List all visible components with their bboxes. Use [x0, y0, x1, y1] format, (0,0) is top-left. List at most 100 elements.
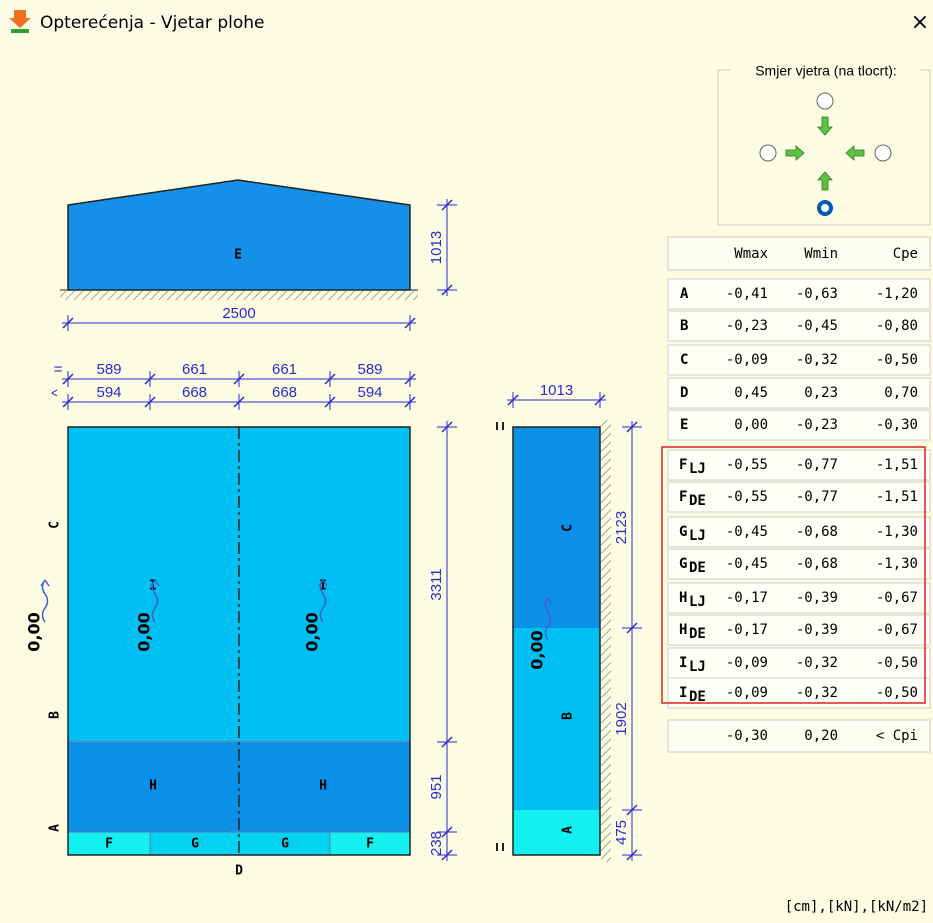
dim-tick: [324, 396, 336, 408]
table-cell: -0,63: [796, 286, 838, 302]
table-cell: -0,17: [726, 622, 768, 638]
cpi-cell: < Cpi: [876, 728, 918, 744]
row-subscript: DE: [689, 560, 706, 576]
table-cell: 0,45: [734, 385, 768, 401]
table-cell: -0,09: [726, 685, 768, 701]
row-subscript: LJ: [689, 659, 706, 675]
load-value: 0,00: [528, 630, 547, 669]
table-cell: -0,50: [876, 685, 918, 701]
table-cell: 0,70: [884, 385, 918, 401]
section-hatch: [601, 420, 611, 862]
row-letter: A: [680, 286, 689, 302]
dim-label: 2500: [222, 305, 255, 322]
row-letter: H: [679, 622, 687, 638]
table-cell: -0,32: [796, 685, 838, 701]
table-cell: -1,51: [876, 457, 918, 473]
table-row: [667, 377, 931, 409]
table-cell: -0,23: [796, 417, 838, 433]
dim-label: 1013: [540, 382, 573, 399]
row-subscript: LJ: [689, 594, 706, 610]
table-cell: -0,77: [796, 489, 838, 505]
table-row: [667, 278, 931, 310]
dim-tick: [441, 199, 453, 211]
wind-arrow: [543, 597, 553, 641]
table-cell: -0,50: [876, 655, 918, 671]
table-row: [667, 344, 931, 376]
radio-west[interactable]: [759, 144, 777, 162]
zone-label: F: [366, 837, 374, 852]
dim-tick: [144, 396, 156, 408]
dim-label: 594: [96, 384, 121, 401]
wind-arrows: [785, 116, 865, 191]
app-icon: [9, 10, 31, 28]
table-cell: -0,17: [726, 590, 768, 606]
table-cell: -0,68: [796, 556, 838, 572]
dim-tick: [626, 421, 638, 433]
zone-label: G: [191, 837, 199, 852]
row-subscript: LJ: [689, 528, 706, 544]
table-cell: -0,55: [726, 457, 768, 473]
table-row: [667, 449, 931, 481]
dim-label: 661: [272, 361, 297, 378]
dim-label: 238: [428, 831, 445, 856]
dim-tick: [441, 284, 453, 296]
row-subscript: DE: [689, 493, 706, 509]
title-bar: [0, 0, 933, 44]
dim-label: 589: [96, 361, 121, 378]
group-label-bg: [730, 64, 920, 78]
table-cell: -1,30: [876, 556, 918, 572]
dim-label: 668: [182, 384, 207, 401]
section-zone-a: [513, 810, 600, 855]
load-value: 0,00: [303, 612, 322, 651]
dim-tick: [62, 373, 74, 385]
row-letter: E: [680, 417, 688, 433]
close-button[interactable]: ×: [911, 10, 929, 35]
load-value: 0,00: [135, 612, 154, 651]
side-label: D: [235, 864, 243, 879]
wind-arrow: [40, 579, 50, 623]
dim-mark: ^: [49, 389, 66, 396]
row-letter: F: [679, 457, 687, 473]
dim-tick: [594, 394, 606, 406]
cpi-cell: 0,20: [804, 728, 838, 744]
dim-label: 3311: [428, 568, 445, 600]
radio-south[interactable]: [817, 200, 833, 216]
section-zone-b: [513, 628, 600, 810]
side-label: C: [48, 521, 63, 529]
radio-north[interactable]: [816, 92, 834, 110]
dim-label: 594: [357, 384, 382, 401]
dim-tick: [441, 421, 453, 433]
table-row: [667, 647, 931, 679]
table-cell: -0,68: [796, 524, 838, 540]
units: [cm],[kN],[kN/m2]: [785, 899, 928, 915]
row-letter: D: [680, 385, 688, 401]
dim-tick: [324, 373, 336, 385]
dim-tick: [404, 317, 416, 329]
table-cell: 0,00: [734, 417, 768, 433]
dim-tick: [404, 373, 416, 385]
dim-tick: [233, 396, 245, 408]
row-letter: C: [680, 352, 688, 368]
section-outline: [512, 426, 601, 856]
ground-hatch: [60, 291, 418, 300]
table-cell: -0,30: [876, 417, 918, 433]
cpi-row: [667, 719, 931, 753]
dim-tick: [441, 826, 453, 838]
zone-label: E: [234, 248, 242, 263]
dim-tick: [626, 849, 638, 861]
zone-f: [68, 832, 150, 855]
dim-label: 1902: [613, 702, 630, 735]
zone-label: G: [281, 837, 289, 852]
dim-label: 475: [613, 820, 630, 845]
table-cell: -0,50: [876, 352, 918, 368]
row-subscript: DE: [689, 689, 706, 705]
dim-tick: [626, 622, 638, 634]
zone-label: H: [319, 779, 327, 794]
side-label: B: [561, 712, 576, 720]
table-row: [667, 310, 931, 342]
table-cell: -0,45: [726, 556, 768, 572]
dim-tick: [404, 396, 416, 408]
dim-tick: [626, 804, 638, 816]
radio-east[interactable]: [874, 144, 892, 162]
